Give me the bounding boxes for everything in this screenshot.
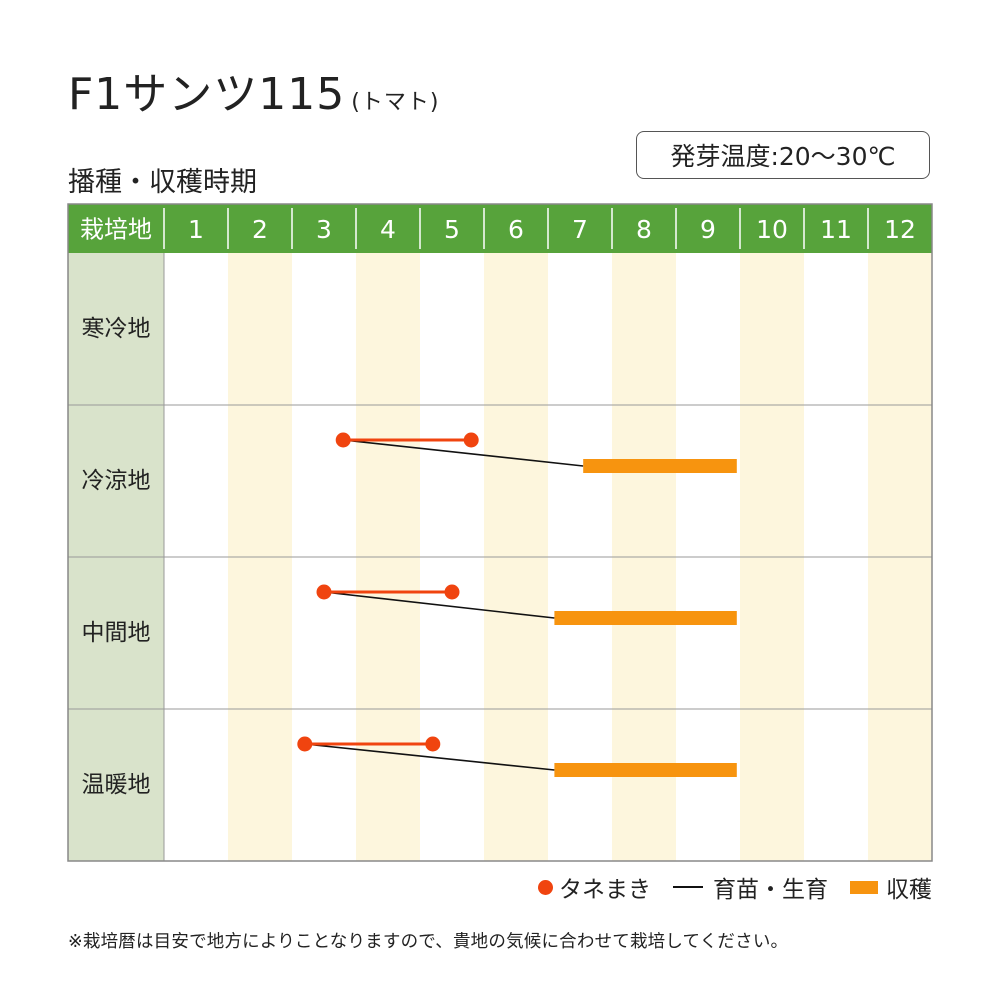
legend-label-sowing: タネまき: [559, 877, 651, 903]
seedling-line-3: [304, 743, 555, 771]
region-label-1: 冷涼地: [82, 468, 151, 494]
title-paren: (トマト): [351, 90, 440, 115]
germination-temp-badge: 発芽温度:20〜30℃: [636, 131, 930, 179]
harvest-bar-1: [583, 459, 737, 473]
month-label-8: 8: [636, 215, 652, 244]
month-label-2: 2: [252, 215, 268, 244]
sowing-dot-icon: [538, 879, 553, 895]
title-main: F1サンツ115: [68, 69, 346, 120]
legend-label-seedling: 育苗・生育: [713, 877, 828, 903]
month-label-7: 7: [572, 215, 588, 244]
month-label-12: 12: [884, 215, 916, 244]
month-label-1: 1: [188, 215, 204, 244]
legend-item-sowing: タネまき: [538, 870, 651, 904]
sowing-start-dot-3: [297, 736, 313, 752]
legend: タネまき 育苗・生育 収穫: [516, 870, 932, 904]
sowing-start-dot-1: [335, 432, 351, 448]
chart-border: [67, 203, 933, 862]
region-label-0: 寒冷地: [82, 316, 151, 342]
sowing-start-dot-2: [316, 584, 332, 600]
harvest-bar-icon: [850, 880, 878, 894]
chart-title: F1サンツ115 (トマト): [68, 58, 439, 122]
legend-item-seedling: 育苗・生育: [673, 870, 828, 904]
month-label-11: 11: [820, 215, 852, 244]
region-label-2: 中間地: [82, 620, 151, 646]
region-label-3: 温暖地: [82, 772, 151, 798]
seedling-line-2: [323, 591, 555, 619]
legend-label-harvest: 収穫: [886, 877, 932, 903]
harvest-bar-3: [554, 763, 737, 777]
month-label-10: 10: [756, 215, 788, 244]
harvest-bar-2: [554, 611, 737, 625]
sowing-end-dot-3: [425, 736, 441, 752]
seedling-line-1: [343, 439, 584, 467]
header-label-region: 栽培地: [80, 216, 152, 244]
seedling-line-icon: [673, 886, 703, 888]
month-label-9: 9: [700, 215, 716, 244]
section-label: 播種・収穫時期: [68, 167, 257, 198]
month-label-4: 4: [380, 215, 396, 244]
footnote: ※栽培暦は目安で地方によりことなりますので、貴地の気候に合わせて栽培してください…: [68, 932, 789, 952]
month-label-3: 3: [316, 215, 332, 244]
legend-item-harvest: 収穫: [850, 870, 932, 904]
month-label-5: 5: [444, 215, 460, 244]
chart-header-bar: [68, 204, 932, 253]
sowing-end-dot-1: [463, 432, 479, 448]
month-label-6: 6: [508, 215, 524, 244]
sowing-end-dot-2: [444, 584, 460, 600]
